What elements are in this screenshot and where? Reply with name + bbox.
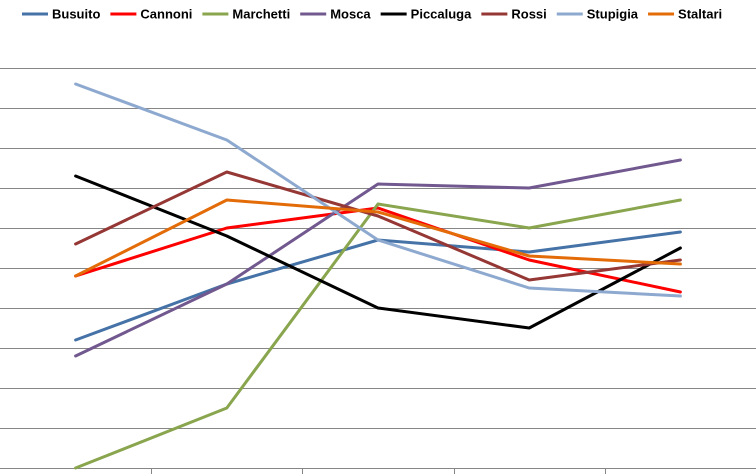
- series-line-mosca: [74, 158, 682, 358]
- legend-item-rossi: Rossi: [481, 7, 547, 22]
- legend-label: Cannoni: [140, 7, 192, 22]
- legend-label: Mosca: [330, 7, 371, 22]
- series-line-staltari: [74, 198, 682, 278]
- legend-label: Marchetti: [232, 7, 290, 22]
- legend-label: Busuito: [52, 7, 100, 22]
- legend-label: Piccaluga: [411, 7, 472, 22]
- legend-item-mosca: Mosca: [300, 7, 371, 22]
- legend-item-cannoni: Cannoni: [110, 7, 192, 22]
- legend-item-marchetti: Marchetti: [202, 7, 290, 22]
- legend-label: Stupigia: [587, 7, 639, 22]
- legend-item-stupigia: Stupigia: [556, 7, 639, 22]
- x-axis: [151, 468, 606, 474]
- legend-label: Staltari: [678, 7, 722, 22]
- series-line-piccaluga: [74, 174, 682, 330]
- legend: Busuito Cannoni Marchetti Mosca Piccaluga Ros…: [22, 7, 722, 22]
- legend-label: Rossi: [511, 7, 546, 22]
- legend-item-busuito: Busuito: [22, 7, 100, 22]
- series-line-rossi: [74, 170, 682, 282]
- legend-item-piccaluga: Piccaluga: [380, 7, 472, 22]
- series-line-stupigia: [74, 82, 682, 298]
- series-line-cannoni: [74, 206, 682, 294]
- series-lines: [74, 82, 682, 470]
- legend-item-staltari: Staltari: [648, 7, 722, 22]
- series-line-marchetti: [74, 198, 682, 470]
